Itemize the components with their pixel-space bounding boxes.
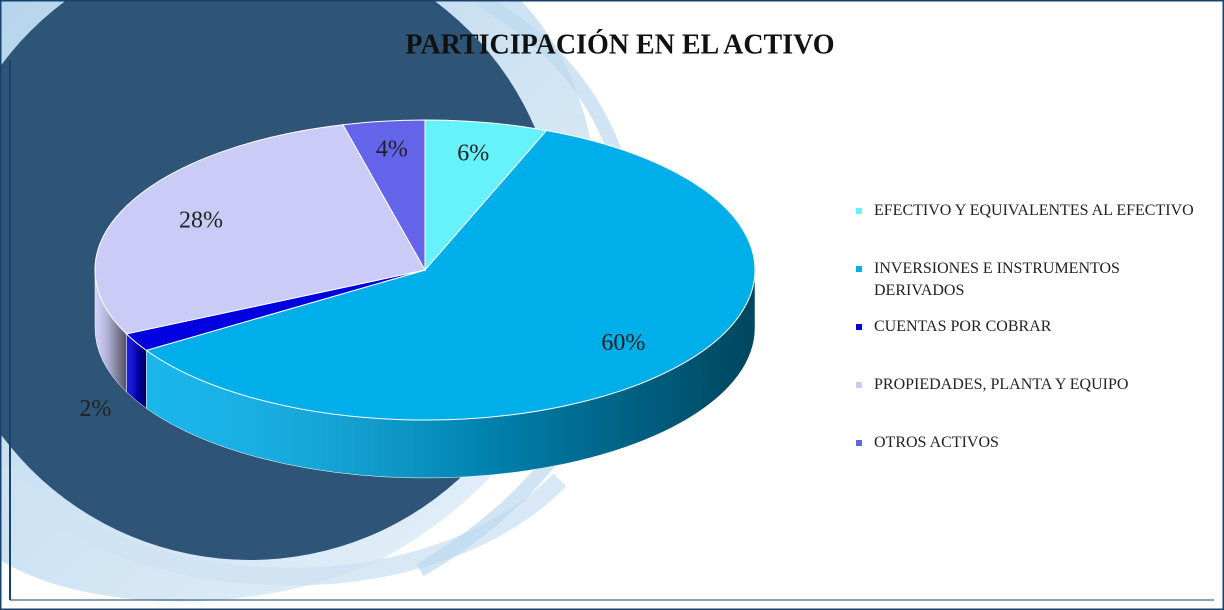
data-label: 60% — [601, 330, 645, 356]
slice — [424, 119, 548, 272]
slice — [94, 124, 426, 335]
legend-label: PROPIEDADES, PLANTA Y EQUIPO — [874, 376, 1129, 393]
slice — [342, 119, 426, 272]
legend-item: CUENTAS POR COBRAR — [852, 316, 1202, 374]
legend-swatch — [856, 382, 862, 388]
data-label: 2% — [79, 396, 111, 422]
legend-label: INVERSIONES E INSTRUMENTOS DERIVADOS — [874, 260, 1120, 299]
slice — [145, 129, 756, 421]
legend-label: CUENTAS POR COBRAR — [874, 318, 1052, 335]
legend-item: INVERSIONES E INSTRUMENTOS DERIVADOS — [852, 258, 1202, 316]
legend-label: OTROS ACTIVOS — [874, 434, 999, 451]
legend-label: EFECTIVO Y EQUIVALENTES AL EFECTIVO — [874, 202, 1194, 219]
legend-swatch — [856, 324, 862, 330]
legend-swatch — [856, 440, 862, 446]
pie: 6% 60% 2% 28% 4% — [79, 119, 756, 479]
legend: EFECTIVO Y EQUIVALENTES AL EFECTIVO INVER… — [852, 200, 1202, 490]
data-label: 4% — [376, 136, 408, 162]
chart-title: PARTICIPACIÓN EN EL ACTIVO — [405, 29, 834, 60]
legend-swatch — [856, 208, 862, 214]
legend-swatch — [856, 266, 862, 272]
data-label: 6% — [457, 141, 489, 167]
legend-item: OTROS ACTIVOS — [852, 432, 1202, 490]
data-label: 28% — [179, 208, 223, 234]
legend-item: PROPIEDADES, PLANTA Y EQUIPO — [852, 374, 1202, 432]
legend-item: EFECTIVO Y EQUIVALENTES AL EFECTIVO — [852, 200, 1202, 258]
